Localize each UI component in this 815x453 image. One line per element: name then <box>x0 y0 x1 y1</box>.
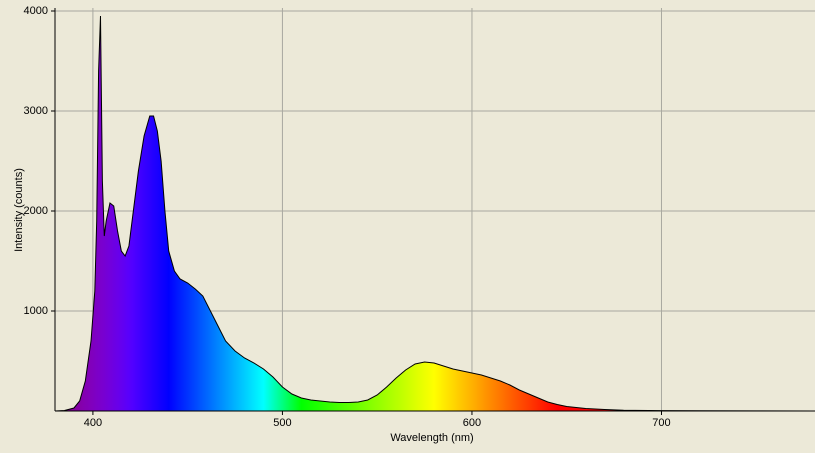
y-tick-label: 3000 <box>24 105 48 117</box>
spectrum-area <box>55 16 815 411</box>
x-tick-label: 700 <box>652 417 670 429</box>
y-tick-label: 4000 <box>24 5 48 17</box>
x-tick-label: 400 <box>84 417 102 429</box>
x-axis-title: Wavelength (nm) <box>390 432 473 444</box>
spectrum-line <box>54 15 815 412</box>
y-axis-title: Intensity (counts) <box>13 168 25 252</box>
y-tick-label: 2000 <box>24 205 48 217</box>
x-tick-label: 500 <box>273 417 291 429</box>
y-tick-label: 1000 <box>24 305 48 317</box>
x-tick-label: 600 <box>463 417 481 429</box>
